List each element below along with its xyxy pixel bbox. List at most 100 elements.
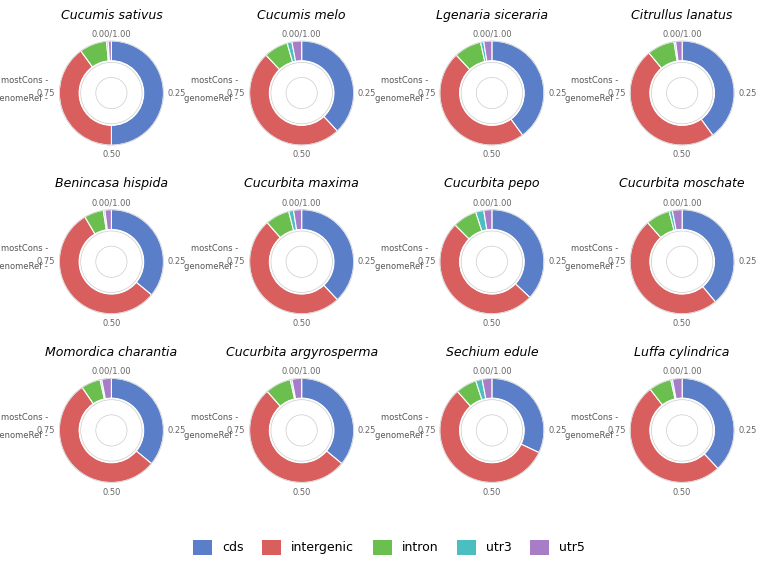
Text: mostCons -: mostCons -: [381, 244, 429, 253]
Circle shape: [476, 246, 507, 277]
Text: genomeRef -: genomeRef -: [374, 262, 429, 271]
Wedge shape: [292, 41, 302, 61]
Title: Cucurbita maxima: Cucurbita maxima: [244, 178, 359, 190]
Title: Cucurbita pepo: Cucurbita pepo: [444, 178, 540, 190]
Circle shape: [650, 61, 714, 125]
Wedge shape: [99, 401, 141, 460]
Text: mostCons -: mostCons -: [571, 413, 619, 422]
Text: genomeRef -: genomeRef -: [565, 262, 619, 271]
Text: 0.00/1.00: 0.00/1.00: [662, 198, 702, 207]
Wedge shape: [463, 430, 489, 459]
Text: genomeRef -: genomeRef -: [184, 431, 238, 440]
Title: Benincasa hispida: Benincasa hispida: [55, 178, 168, 190]
Wedge shape: [103, 64, 111, 78]
Wedge shape: [476, 380, 485, 400]
Text: mostCons -: mostCons -: [571, 244, 619, 253]
Text: 0.25: 0.25: [738, 257, 757, 266]
Wedge shape: [630, 222, 715, 314]
Wedge shape: [82, 65, 107, 117]
Wedge shape: [108, 41, 111, 61]
Wedge shape: [84, 266, 96, 271]
Text: 0.50: 0.50: [673, 319, 692, 328]
Wedge shape: [100, 276, 106, 289]
Text: 0.50: 0.50: [482, 319, 501, 328]
Text: 0.75: 0.75: [227, 89, 245, 97]
Wedge shape: [486, 446, 490, 459]
Text: genomeRef -: genomeRef -: [0, 431, 48, 440]
Circle shape: [286, 77, 317, 109]
Text: 0.50: 0.50: [293, 319, 311, 328]
Wedge shape: [630, 389, 718, 483]
Text: 0.25: 0.25: [358, 426, 377, 435]
Wedge shape: [665, 64, 711, 122]
Wedge shape: [267, 380, 295, 406]
Title: Cucurbita argyrosperma: Cucurbita argyrosperma: [226, 346, 378, 359]
Wedge shape: [292, 64, 302, 79]
Legend: cds, intergenic, intron, utr3, utr5: cds, intergenic, intron, utr3, utr5: [188, 535, 590, 560]
Text: mostCons -: mostCons -: [191, 76, 238, 85]
Text: 0.25: 0.25: [548, 257, 566, 266]
Wedge shape: [682, 378, 734, 468]
Wedge shape: [302, 41, 354, 131]
Text: 0.00/1.00: 0.00/1.00: [662, 30, 702, 38]
Wedge shape: [82, 233, 111, 271]
Wedge shape: [463, 413, 479, 430]
Text: 0.25: 0.25: [548, 426, 566, 435]
Wedge shape: [440, 55, 523, 145]
Wedge shape: [111, 209, 163, 295]
Wedge shape: [291, 445, 297, 458]
Text: mostCons -: mostCons -: [1, 76, 48, 85]
Text: 0.25: 0.25: [167, 426, 186, 435]
Text: 0.50: 0.50: [102, 319, 121, 328]
Wedge shape: [59, 51, 111, 145]
Wedge shape: [250, 222, 338, 314]
Wedge shape: [630, 53, 713, 145]
Wedge shape: [84, 267, 105, 288]
Wedge shape: [272, 238, 295, 288]
Wedge shape: [111, 378, 163, 464]
Wedge shape: [653, 402, 678, 455]
Circle shape: [667, 415, 698, 446]
Text: 0.00/1.00: 0.00/1.00: [92, 367, 131, 376]
Wedge shape: [272, 404, 296, 457]
Text: 0.00/1.00: 0.00/1.00: [282, 367, 321, 376]
Wedge shape: [676, 233, 682, 246]
Wedge shape: [82, 401, 111, 432]
Text: genomeRef -: genomeRef -: [374, 94, 429, 103]
Text: mostCons -: mostCons -: [571, 76, 619, 85]
Text: 0.00/1.00: 0.00/1.00: [92, 30, 131, 38]
Wedge shape: [482, 378, 492, 399]
Text: genomeRef -: genomeRef -: [565, 431, 619, 440]
Text: genomeRef -: genomeRef -: [0, 94, 48, 103]
Wedge shape: [297, 233, 302, 246]
Circle shape: [667, 77, 698, 109]
Wedge shape: [674, 42, 678, 61]
Wedge shape: [293, 209, 302, 230]
Circle shape: [460, 399, 524, 462]
Wedge shape: [485, 233, 521, 291]
Wedge shape: [85, 211, 107, 234]
Text: 0.50: 0.50: [482, 150, 501, 159]
Wedge shape: [100, 233, 141, 291]
Wedge shape: [440, 391, 539, 483]
Wedge shape: [492, 41, 544, 135]
Text: 0.75: 0.75: [37, 426, 55, 435]
Wedge shape: [484, 41, 492, 61]
Wedge shape: [675, 41, 682, 61]
Title: Cucumis melo: Cucumis melo: [258, 9, 346, 22]
Wedge shape: [672, 378, 682, 399]
Title: Momordica charantia: Momordica charantia: [45, 346, 177, 359]
Text: genomeRef -: genomeRef -: [565, 94, 619, 103]
Circle shape: [476, 415, 507, 446]
Wedge shape: [492, 378, 544, 452]
Text: 0.50: 0.50: [673, 150, 692, 159]
Wedge shape: [82, 431, 104, 456]
Text: 0.00/1.00: 0.00/1.00: [472, 367, 512, 376]
Wedge shape: [678, 64, 682, 77]
Wedge shape: [482, 64, 491, 79]
Wedge shape: [291, 233, 331, 291]
Wedge shape: [665, 233, 711, 291]
Title: Cucurbita moschate: Cucurbita moschate: [619, 178, 745, 190]
Text: 0.00/1.00: 0.00/1.00: [92, 198, 131, 207]
Wedge shape: [302, 209, 354, 300]
